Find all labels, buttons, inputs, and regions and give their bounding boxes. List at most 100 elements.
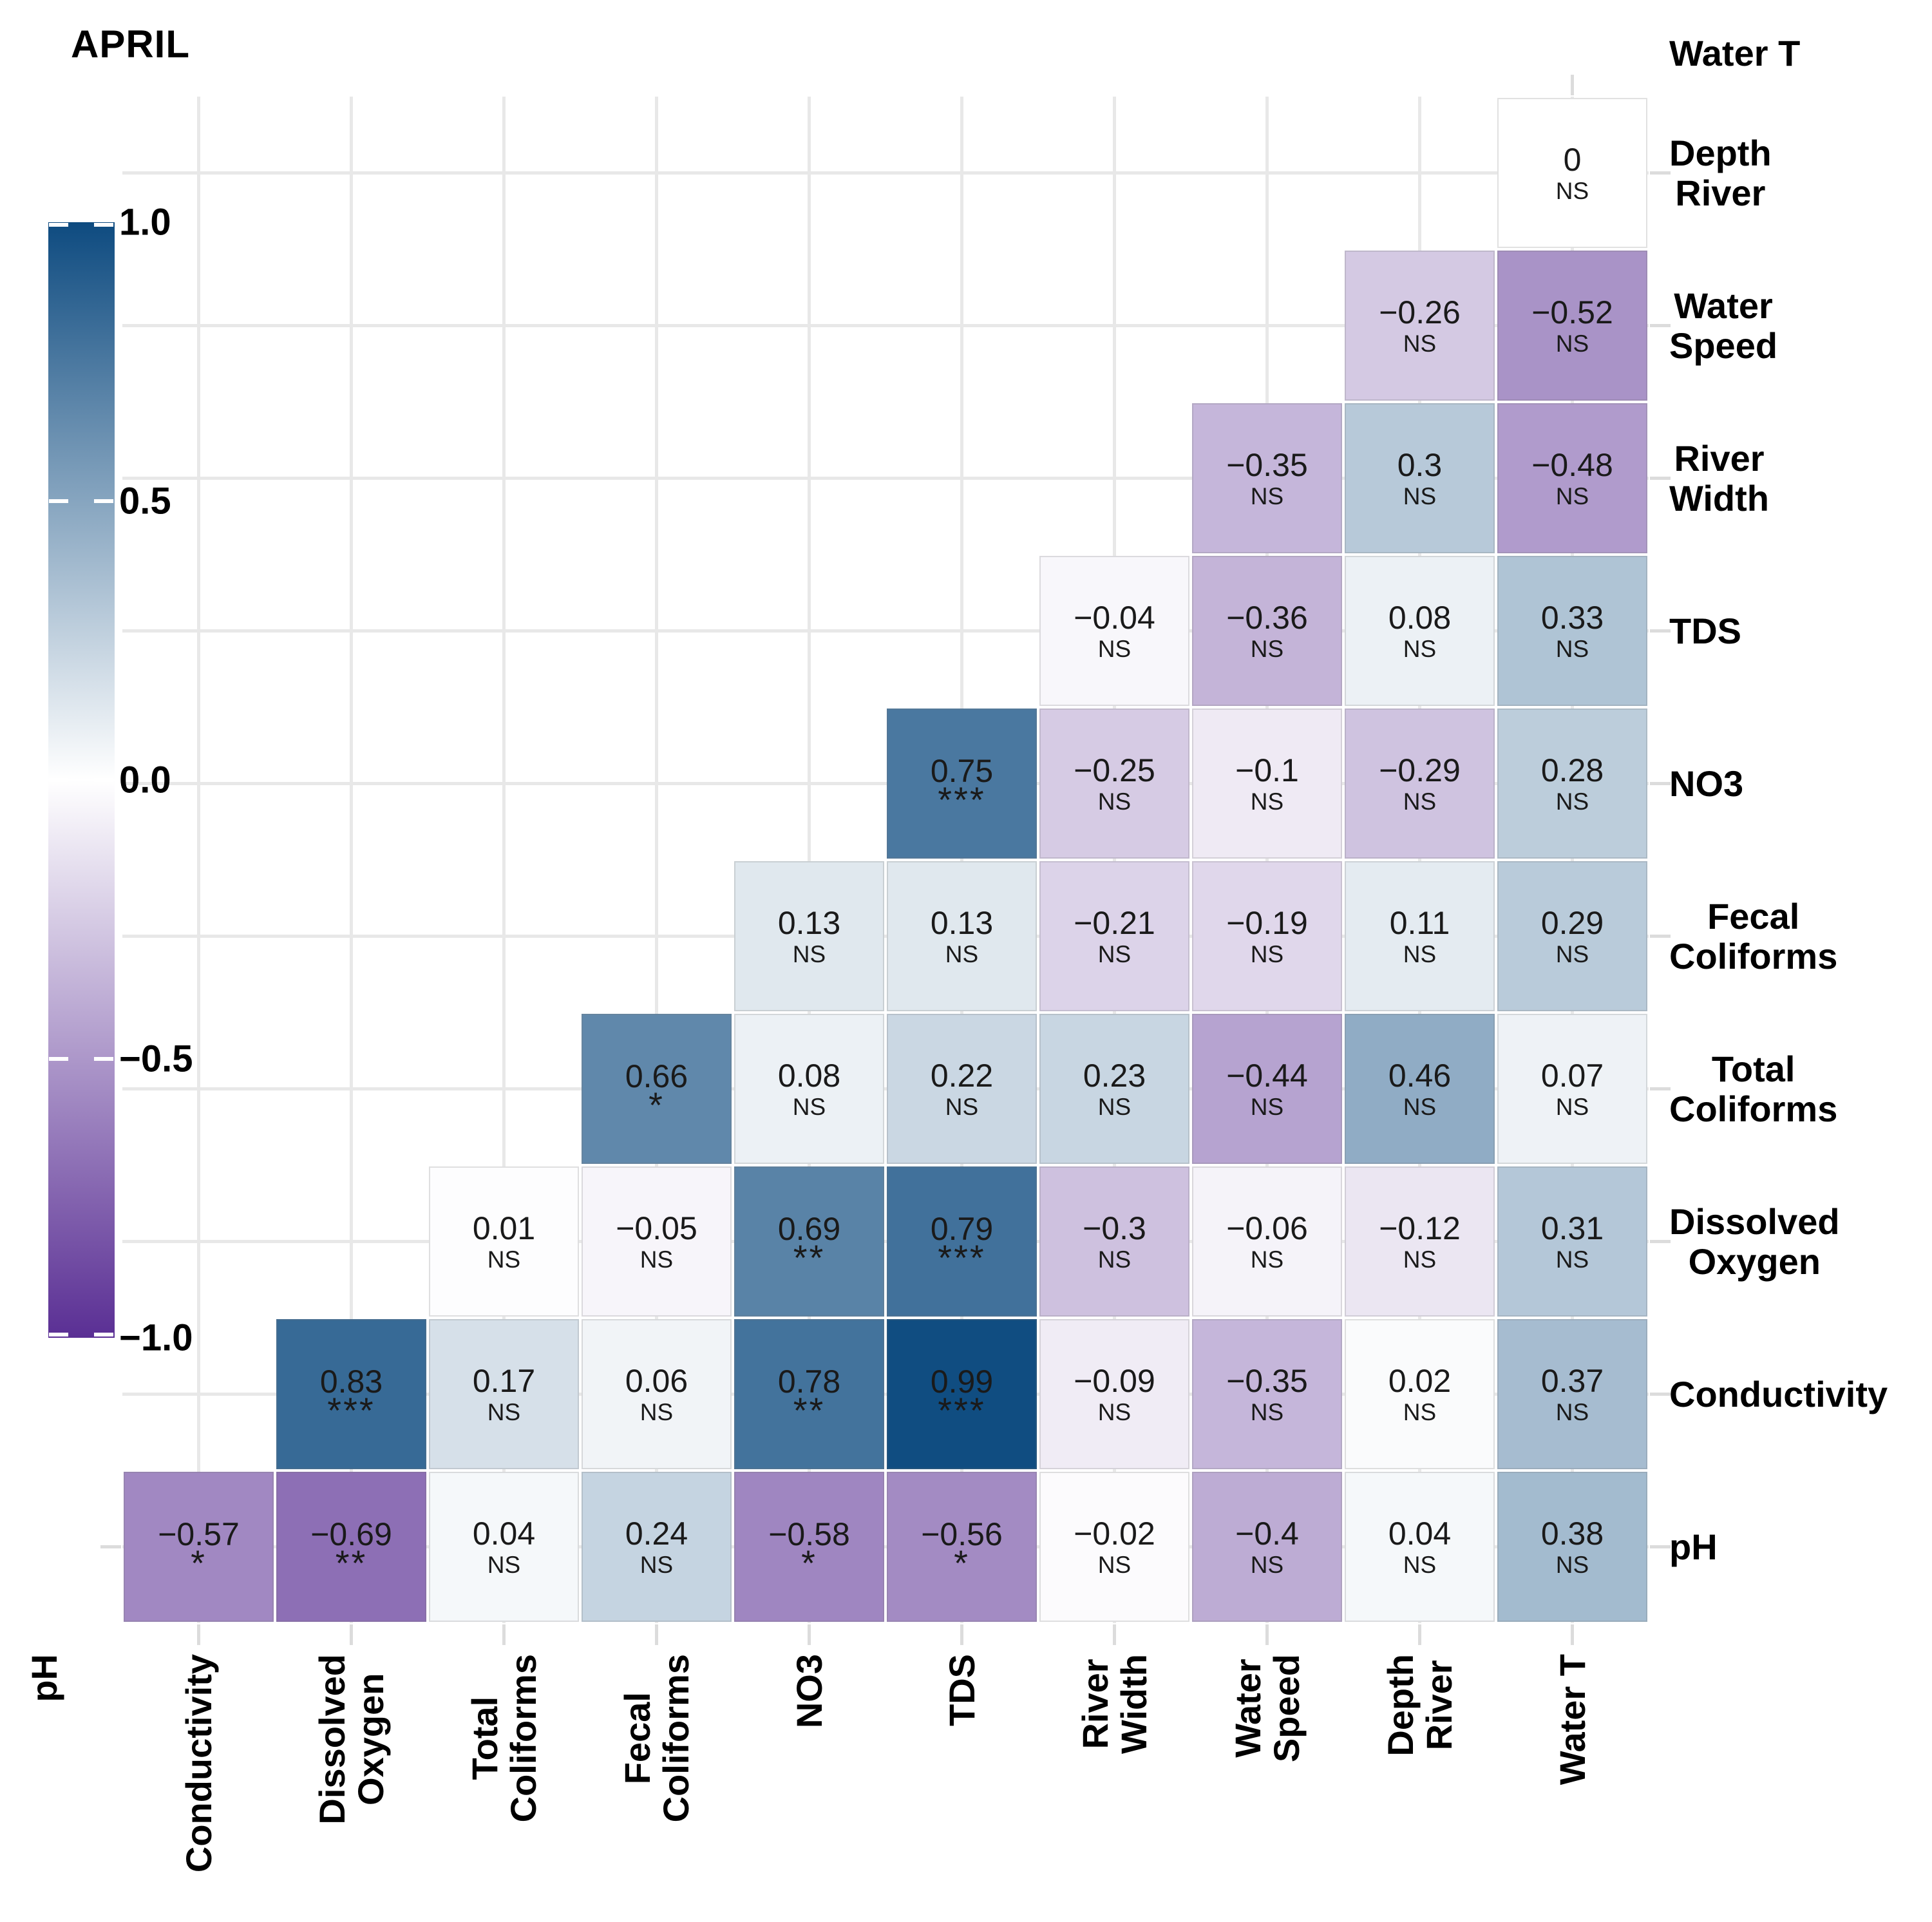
matrix-cell: 0.66 * — [582, 1014, 732, 1164]
cell-significance: NS — [1250, 1551, 1284, 1578]
row-label: TDS — [1669, 555, 1741, 707]
cell-significance: NS — [945, 940, 979, 967]
cell-significance: NS — [1403, 1551, 1437, 1578]
cell-value: 0.83 — [319, 1363, 383, 1400]
right-axis-tick — [1650, 1240, 1671, 1243]
diagonal-label-water-t: Water T — [1669, 32, 1801, 73]
cell-significance: NS — [487, 1551, 521, 1578]
cell-value: −0.3 — [1083, 1210, 1146, 1246]
cell-value: 0.07 — [1540, 1057, 1604, 1094]
cell-significance: ** — [793, 1237, 826, 1278]
cell-value: −0.69 — [310, 1516, 392, 1552]
matrix-cell: −0.58 * — [734, 1472, 884, 1622]
cell-significance: NS — [1555, 330, 1589, 357]
row-label-line: Depth — [1669, 132, 1772, 173]
matrix-cell: −0.35 NS — [1192, 403, 1342, 553]
cell-value: −0.04 — [1074, 599, 1155, 636]
cell-significance: NS — [1097, 1551, 1132, 1578]
top-axis-tick — [1571, 75, 1574, 95]
right-axis-tick — [1650, 1545, 1671, 1548]
legend-tick-label: −1.0 — [119, 1317, 193, 1359]
column-label-line: River — [1418, 1660, 1459, 1751]
left-axis-tick — [100, 1545, 121, 1548]
cell-value: −0.52 — [1531, 294, 1613, 330]
cell-significance: NS — [639, 1246, 674, 1273]
cell-significance: NS — [1403, 330, 1437, 357]
column-label-line: Coliforms — [502, 1654, 544, 1823]
column-label: Conductivity — [178, 1654, 219, 1872]
cell-value: −0.48 — [1531, 446, 1613, 483]
cell-value: −0.58 — [768, 1516, 850, 1552]
right-axis-tick — [1650, 935, 1671, 938]
matrix-cell: −0.26 NS — [1345, 251, 1495, 401]
matrix-cell: 0.99 *** — [887, 1319, 1037, 1469]
right-axis-tick — [1650, 324, 1671, 327]
bottom-axis-tick — [350, 1624, 353, 1645]
right-axis-tick — [1650, 1393, 1671, 1396]
row-label-line: pH — [1669, 1526, 1718, 1567]
cell-value: 0.04 — [472, 1515, 536, 1552]
matrix-cell: −0.1 NS — [1192, 709, 1342, 859]
column-label: Dissolved Oxygen — [311, 1654, 391, 1825]
row-label-line: Fecal — [1707, 895, 1800, 937]
cell-significance: NS — [792, 1093, 826, 1120]
cell-value: −0.36 — [1226, 599, 1308, 636]
matrix-cell: −0.29 NS — [1345, 709, 1495, 859]
cell-value: −0.29 — [1379, 752, 1461, 788]
cell-value: 0.08 — [1388, 599, 1452, 636]
right-axis-tick — [1650, 477, 1671, 480]
matrix-cell: −0.35 NS — [1192, 1319, 1342, 1469]
legend-tick-mark — [49, 223, 68, 227]
cell-value: −0.21 — [1074, 904, 1155, 941]
cell-significance: NS — [1555, 1246, 1589, 1273]
bottom-axis-tick — [960, 1624, 963, 1645]
matrix-cell: 0.24 NS — [582, 1472, 732, 1622]
matrix-cell: −0.3 NS — [1039, 1166, 1189, 1317]
cell-value: −0.19 — [1226, 904, 1308, 941]
matrix-cell: 0.75 *** — [887, 709, 1037, 859]
matrix-cell: 0.01 NS — [429, 1166, 579, 1317]
matrix-cell: 0.37 NS — [1497, 1319, 1647, 1469]
cell-significance: NS — [1403, 940, 1437, 967]
cell-significance: NS — [1097, 940, 1132, 967]
row-label-line: Dissolved — [1669, 1201, 1840, 1242]
cell-significance: NS — [1250, 482, 1284, 509]
legend-tick-mark — [49, 1057, 68, 1061]
matrix-cell: 0.3 NS — [1345, 403, 1495, 553]
row-label: Dissolved Oxygen — [1669, 1165, 1840, 1318]
matrix-cell: 0.83 *** — [276, 1319, 426, 1469]
cell-value: −0.57 — [158, 1516, 240, 1552]
matrix-cell: −0.56 * — [887, 1472, 1037, 1622]
bottom-axis-tick — [655, 1624, 658, 1645]
cell-significance: NS — [487, 1246, 521, 1273]
cell-significance: NS — [1403, 788, 1437, 815]
matrix-cell: 0.13 NS — [887, 861, 1037, 1011]
cell-value: −0.44 — [1226, 1057, 1308, 1094]
cell-value: 0.28 — [1540, 752, 1604, 788]
cell-value: 0.31 — [1540, 1210, 1604, 1246]
cell-significance: *** — [938, 1389, 986, 1431]
matrix-cell: −0.44 NS — [1192, 1014, 1342, 1164]
row-label-line: Oxygen — [1688, 1241, 1821, 1282]
matrix-cell: −0.02 NS — [1039, 1472, 1189, 1622]
row-label-line: Width — [1669, 477, 1769, 519]
legend-tick-mark — [94, 499, 113, 503]
matrix-cell: 0 NS — [1497, 98, 1647, 248]
cell-significance: NS — [639, 1398, 674, 1425]
matrix-cell: 0.02 NS — [1345, 1319, 1495, 1469]
bottom-axis-tick — [1113, 1624, 1116, 1645]
matrix-cell: −0.57 * — [124, 1472, 274, 1622]
cell-significance: *** — [938, 1237, 986, 1278]
cell-significance: ** — [793, 1389, 826, 1431]
cell-value: 0.11 — [1389, 904, 1450, 941]
legend-tick-mark — [94, 1057, 113, 1061]
cell-value: −0.06 — [1226, 1210, 1308, 1246]
row-label: Water Speed — [1669, 249, 1777, 402]
row-label: Conductivity — [1669, 1318, 1888, 1470]
matrix-cell: −0.52 NS — [1497, 251, 1647, 401]
matrix-cell: −0.06 NS — [1192, 1166, 1342, 1317]
column-label-line: Dissolved — [311, 1654, 352, 1825]
matrix-cell: 0.04 NS — [1345, 1472, 1495, 1622]
cell-value: −0.09 — [1074, 1362, 1155, 1399]
